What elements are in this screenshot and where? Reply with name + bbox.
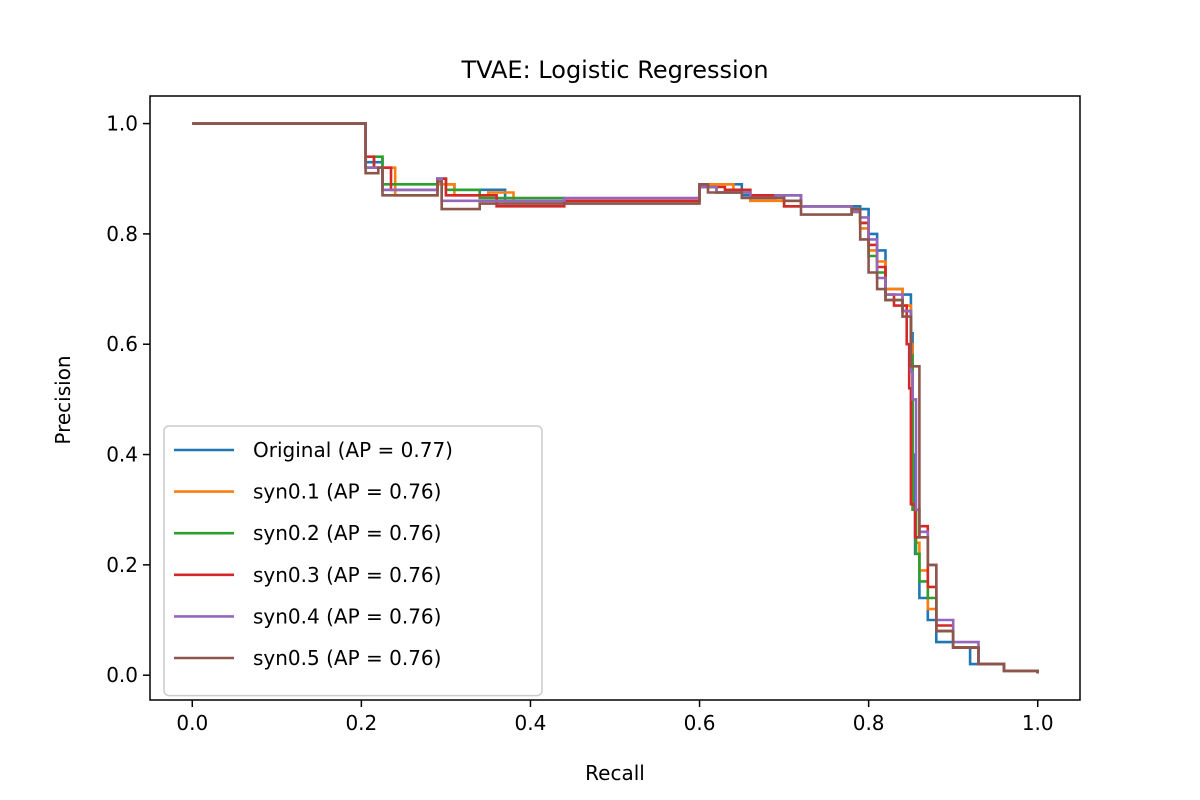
y-tick-label: 0.2 <box>106 553 138 577</box>
x-tick-label: 0.4 <box>515 711 547 735</box>
x-tick-label: 0.0 <box>176 711 208 735</box>
series-line-5 <box>192 122 1039 674</box>
y-tick-label: 0.8 <box>106 222 138 246</box>
x-tick-label: 1.0 <box>1022 711 1054 735</box>
y-tick-label: 0.4 <box>106 443 138 467</box>
plot-lines <box>192 122 1039 674</box>
legend: Original (AP = 0.77) syn0.1 (AP = 0.76) sy… <box>163 425 543 697</box>
legend-label: syn0.4 (AP = 0.76) <box>253 604 441 628</box>
y-tick-label: 1.0 <box>106 112 138 136</box>
y-axis-title: Precision <box>51 355 75 444</box>
plot-frame <box>149 95 1081 701</box>
x-tick-label: 0.8 <box>853 711 885 735</box>
chart-title: TVAE: Logistic Regression <box>460 56 768 84</box>
y-tick-label: 0.6 <box>106 332 138 356</box>
legend-label: syn0.2 (AP = 0.76) <box>253 521 441 545</box>
y-axis-ticks: 0.0 0.2 0.4 0.6 0.8 1.0 <box>106 112 150 687</box>
y-tick-label: 0.0 <box>106 663 138 687</box>
legend-label: syn0.5 (AP = 0.76) <box>253 646 441 670</box>
legend-label: Original (AP = 0.77) <box>253 438 453 462</box>
legend-label: syn0.1 (AP = 0.76) <box>253 480 441 504</box>
x-tick-label: 0.6 <box>684 711 716 735</box>
legend-box <box>163 425 543 697</box>
x-axis-ticks: 0.0 0.2 0.4 0.6 0.8 1.0 <box>176 700 1054 735</box>
x-axis-title: Recall <box>585 761 645 785</box>
legend-label: syn0.3 (AP = 0.76) <box>253 563 441 587</box>
x-tick-label: 0.2 <box>345 711 377 735</box>
